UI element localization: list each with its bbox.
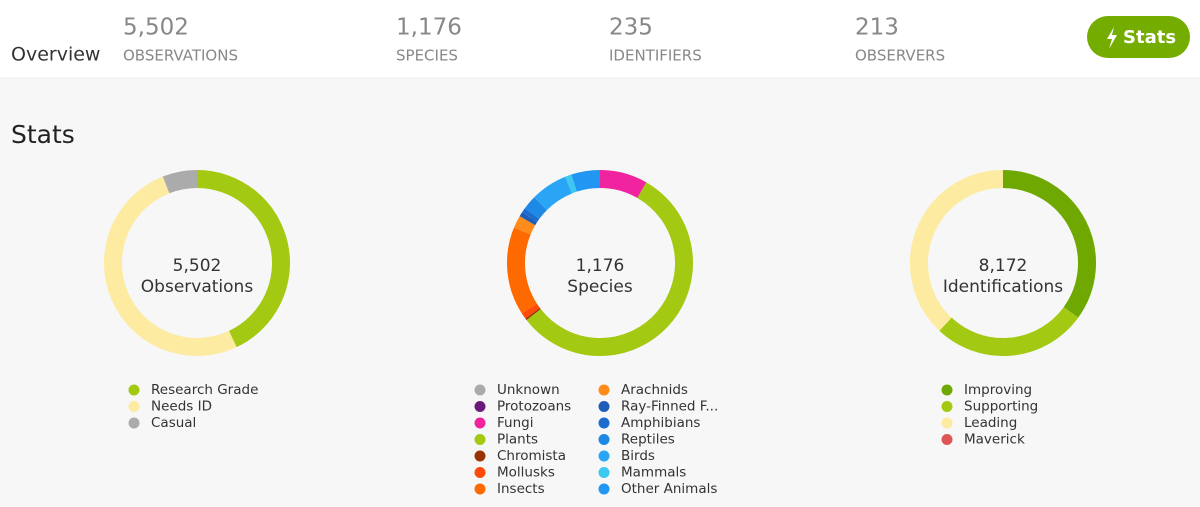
legend-label: Mammals (621, 465, 686, 481)
legend-label: Casual (151, 415, 196, 431)
legend-swatch (598, 483, 610, 495)
legend-label: Mollusks (497, 465, 555, 481)
donut-segment (196, 170, 290, 348)
section-title: Stats (11, 120, 75, 149)
legend-swatch (474, 483, 486, 495)
legend-swatch (128, 417, 140, 429)
stat-value: 235 (609, 15, 653, 41)
legend-label: Reptiles (621, 432, 675, 448)
legend-swatch (598, 401, 610, 412)
legend-swatch (474, 450, 486, 462)
center-label: Observations (141, 277, 254, 297)
legend-swatch (474, 434, 486, 445)
center-value: 5,502 (173, 256, 222, 276)
legend-label: Fungi (497, 415, 533, 431)
stat-value: 213 (855, 15, 899, 41)
donut-segment (910, 170, 1004, 331)
legend-label: Research Grade (151, 382, 258, 398)
stat-value: 1,176 (396, 15, 462, 41)
legend-label: Chromista (497, 448, 566, 464)
legend-label: Maverick (964, 432, 1025, 448)
donut-segment (522, 208, 540, 223)
legend-label: Other Animals (621, 481, 717, 497)
legend-label: Insects (497, 481, 545, 497)
legend-label: Ray-Finned F... (621, 399, 718, 415)
legend-label: Unknown (497, 382, 560, 398)
legend-swatch (598, 384, 610, 396)
legend-label: Needs ID (151, 399, 212, 415)
legend-label: Arachnids (621, 382, 688, 398)
stat-label: OBSERVATIONS (123, 47, 238, 65)
stats-button[interactable] (1087, 16, 1190, 58)
legend-swatch (598, 467, 610, 478)
legend-swatch (598, 450, 610, 462)
donut-segment (599, 170, 647, 199)
center-label: Identifications (943, 277, 1063, 297)
legend-swatch (941, 384, 953, 396)
legend-swatch (598, 434, 610, 445)
donut-segment (939, 306, 1079, 356)
legend-swatch (474, 384, 486, 396)
legend-label: Improving (964, 382, 1032, 398)
stats-button-label[interactable]: Stats (1123, 27, 1176, 48)
donut-segment (571, 170, 601, 192)
legend-label: Amphibians (621, 415, 700, 431)
stat-label: SPECIES (396, 47, 458, 65)
overview-bar (0, 0, 1200, 78)
legend-label: Supporting (964, 399, 1038, 415)
bolt-icon (1107, 27, 1117, 49)
donut-segment (513, 216, 536, 235)
donut-segment (526, 182, 693, 356)
legend-swatch (474, 467, 486, 478)
stat-label: OBSERVERS (855, 47, 945, 65)
legend-swatch (598, 417, 610, 429)
donut-segment (104, 176, 237, 356)
legend-label: Protozoans (497, 399, 571, 415)
donut-segment (525, 307, 541, 321)
legend-swatch (474, 417, 486, 429)
legend-swatch (474, 401, 486, 412)
legend-label: Leading (964, 415, 1017, 431)
stat-label: IDENTIFIERS (609, 47, 702, 65)
overview-title: Overview (11, 44, 100, 66)
donut-segment (565, 174, 577, 194)
center-value: 1,176 (576, 256, 625, 276)
donut-segment (519, 212, 538, 226)
legend-swatch (941, 401, 953, 412)
center-value: 8,172 (979, 256, 1028, 276)
legend-swatch (128, 384, 140, 396)
stat-value: 5,502 (123, 15, 189, 41)
donut-segment (534, 176, 573, 211)
legend-label: Plants (497, 432, 538, 448)
donut-segment (521, 303, 540, 319)
donut-segment (162, 170, 198, 194)
donut-segment (507, 227, 538, 314)
legend-swatch (128, 401, 140, 412)
legend-swatch (941, 434, 953, 445)
donut-segment (1002, 170, 1096, 318)
center-label: Species (567, 277, 633, 297)
legend-label: Birds (621, 448, 655, 464)
donut-segment (524, 197, 548, 220)
legend-swatch (941, 417, 953, 429)
